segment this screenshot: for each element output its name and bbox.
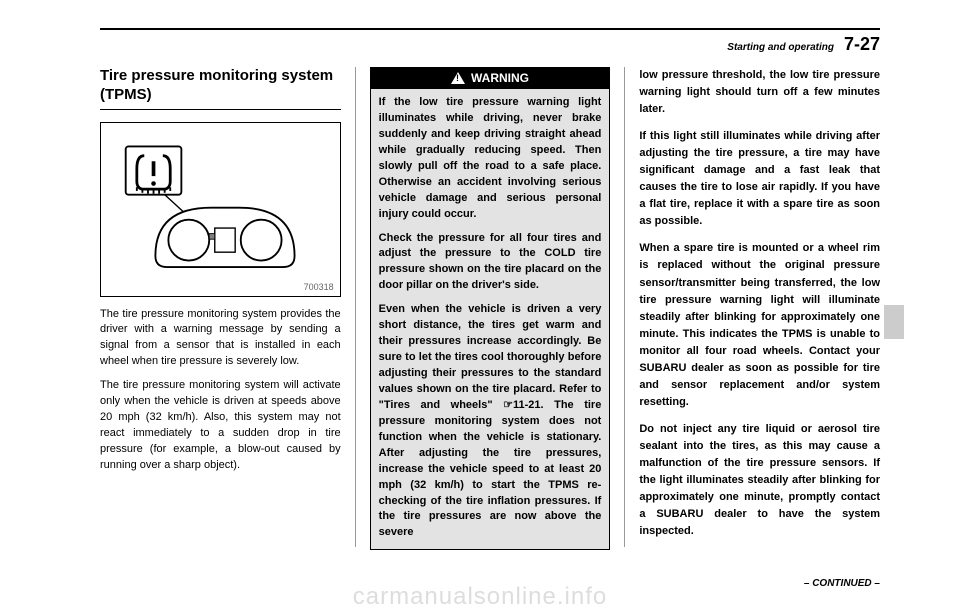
page-header: Starting and operating 7-27 <box>100 28 880 55</box>
column-1: Tire pressure monitoring system (TPMS) <box>100 67 341 567</box>
column-divider <box>624 67 625 547</box>
column-3: low pressure threshold, the low tire pre… <box>639 67 880 567</box>
page-number: 7-27 <box>844 34 880 55</box>
warning-p2: Check the pressure for all four tires an… <box>379 231 602 295</box>
warning-p3: Even when the vehicle is driven a very s… <box>379 302 602 541</box>
warning-box: If the low tire pressure warning light i… <box>370 88 611 550</box>
col3-p2: If this light still illuminates while dr… <box>639 128 880 230</box>
column-divider <box>355 67 356 547</box>
manual-page: Starting and operating 7-27 Tire pressur… <box>0 0 960 611</box>
warning-label: WARNING <box>471 71 529 85</box>
col3-p3: When a spare tire is mounted or a wheel … <box>639 240 880 410</box>
warning-triangle-icon <box>451 72 465 84</box>
warning-p1: If the low tire pressure warning light i… <box>379 95 602 223</box>
col3-p1: low pressure threshold, the low tire pre… <box>639 67 880 118</box>
body-paragraph-2: The tire pressure monitoring system will… <box>100 378 341 474</box>
content-columns: Tire pressure monitoring system (TPMS) <box>100 67 880 567</box>
col3-p4: Do not inject any tire liquid or aerosol… <box>639 421 880 540</box>
warning-header: WARNING <box>370 67 611 88</box>
instrument-cluster-illustration <box>109 131 332 288</box>
chapter-tab <box>884 305 904 339</box>
tpms-diagram: 700318 <box>100 122 341 297</box>
cluster-svg <box>109 131 332 288</box>
section-title: Tire pressure monitoring system (TPMS) <box>100 67 341 110</box>
continued-label: – CONTINUED – <box>804 578 880 589</box>
body-paragraph-1: The tire pressure monitoring system prov… <box>100 307 341 371</box>
section-label: Starting and operating <box>727 42 834 53</box>
column-2: WARNING If the low tire pressure warning… <box>370 67 611 567</box>
figure-reference: 700318 <box>304 282 334 292</box>
